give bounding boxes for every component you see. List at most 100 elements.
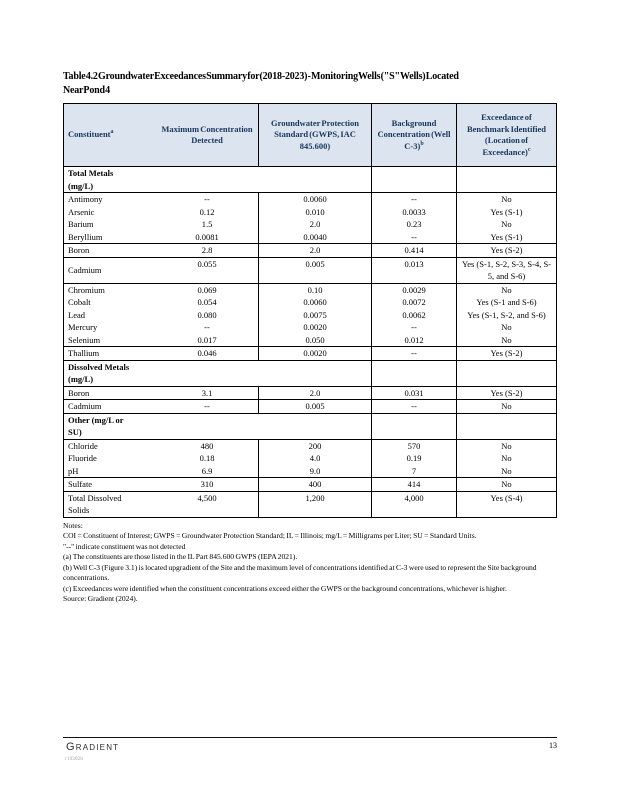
table-row-lead: Lead 0.080 0.0075 0.0062 Yes (S-1, S-2, … (64, 308, 556, 321)
cell-gwps: 0.005 (258, 257, 371, 283)
cell-background: -- (371, 400, 456, 413)
cell-exceedance: No (456, 400, 556, 413)
cell-background: -- (371, 193, 456, 206)
section-row-dissolved-metals: Dissolved Metals (mg/L) (64, 359, 556, 386)
cell-max: 0.0081 (195, 231, 219, 242)
cell-max: 0.080 (197, 309, 217, 320)
cell-background: 0.013 (371, 257, 456, 283)
header-background-label: Background Concentration (Well C-3) (377, 117, 451, 151)
cell-background: 0.0029 (371, 283, 456, 296)
cell-background: -- (371, 347, 456, 360)
cell-background: 7 (371, 464, 456, 477)
cell-gwps: 9.0 (258, 464, 371, 477)
cell-max: 0.054 (197, 297, 217, 307)
cell-constituent: Chromium (68, 284, 105, 295)
cell-max: 0.069 (197, 284, 217, 295)
cell-background: 0.414 (371, 244, 456, 257)
empty-cell (456, 167, 556, 192)
cell-exceedance: Yes (S-2) (456, 244, 556, 257)
note-abbreviations: COI = Constituent of Interest; GWPS = Gr… (63, 531, 477, 540)
cell-exceedance: No (456, 452, 556, 465)
cell-background: 0.0072 (371, 296, 456, 309)
exceedance-summary-table: Constituenta Maximum Concentration Detec… (63, 103, 557, 518)
cell-exceedance: No (456, 464, 556, 477)
cell-exceedance: No (456, 439, 556, 452)
cell-exceedance: Yes (S-2) (456, 386, 556, 399)
cell-exceedance: Yes (S-1, S-2, S-3, S-4, S-5, and S-6) (456, 257, 556, 283)
cell-max: 0.12 (199, 206, 215, 217)
cell-background: 0.012 (371, 333, 456, 346)
cell-max: 0.046 (197, 348, 217, 358)
table-row-boron-dissolved: Boron 3.1 2.0 0.031 Yes (S-2) (64, 385, 556, 399)
cell-background: 0.0062 (371, 308, 456, 321)
table-title-line2: Near Pond 4 (63, 85, 110, 96)
cell-gwps: 0.0040 (258, 230, 371, 243)
section-label: Total Metals (mg/L) (68, 168, 114, 191)
cell-constituent: Beryllium (68, 231, 103, 242)
section-label: Dissolved Metals (mg/L) (68, 361, 130, 385)
cell-gwps: 0.10 (258, 283, 371, 296)
cell-gwps: 2.0 (258, 244, 371, 257)
table-title-line1: Table 4.2 Groundwater Exceedances Summar… (63, 71, 459, 82)
cell-exceedance: No (456, 283, 556, 296)
cell-gwps: 4.0 (258, 452, 371, 465)
table-row-fluoride: Fluoride 0.18 4.0 0.19 No (64, 452, 556, 465)
cell-constituent: pH (68, 465, 79, 476)
cell-constituent: Barium (68, 219, 94, 229)
table-header-row: Constituenta Maximum Concentration Detec… (64, 104, 556, 166)
table-row-sulfate: Sulfate 310 400 414 No (64, 477, 556, 491)
cell-max: 0.18 (199, 453, 215, 463)
cell-gwps: 1,200 (258, 491, 371, 517)
document-id: r10302b (65, 757, 84, 762)
table-row-thallium: Thallium 0.046 0.0020 -- Yes (S-2) (64, 346, 556, 360)
notes-section: Notes: COI = Constituent of Interest; GW… (63, 521, 557, 605)
empty-cell (371, 360, 456, 386)
cell-gwps: 200 (258, 439, 371, 452)
cell-constituent: Total Dissolved Solids (68, 492, 122, 516)
cell-constituent: Sulfate (68, 479, 93, 489)
table-row-cadmium-total: Cadmium 0.055 0.005 0.013 Yes (S-1, S-2,… (64, 256, 556, 283)
cell-background: 0.0033 (371, 205, 456, 218)
cell-max: -- (204, 401, 210, 411)
empty-cell (456, 360, 556, 386)
cell-exceedance: No (456, 333, 556, 346)
cell-max: 0.055 (197, 258, 217, 269)
table-row-cobalt: Cobalt 0.054 0.0060 0.0072 Yes (S-1 and … (64, 296, 556, 309)
cell-max: -- (204, 322, 210, 332)
cell-constituent: Mercury (68, 322, 98, 332)
table-row-barium: Barium 1.5 2.0 0.23 No (64, 218, 556, 231)
header-constituent-label: Constituent (68, 129, 111, 140)
cell-background: 0.23 (371, 218, 456, 231)
cell-background: -- (371, 230, 456, 243)
cell-gwps: 0.0020 (258, 321, 371, 334)
cell-exceedance: Yes (S-1) (456, 230, 556, 243)
cell-max: 480 (200, 440, 214, 451)
gradient-logo: Gradient (66, 741, 120, 753)
table-row-mercury: Mercury -- 0.0020 -- No (64, 321, 556, 334)
cell-background: 414 (371, 478, 456, 491)
empty-cell (371, 167, 456, 192)
cell-gwps: 0.050 (258, 333, 371, 346)
cell-exceedance: Yes (S-1) (456, 205, 556, 218)
page-number: 13 (549, 741, 557, 750)
cell-gwps: 400 (258, 478, 371, 491)
header-constituent-sup: a (110, 129, 114, 136)
empty-cell (371, 413, 456, 439)
cell-gwps: 0.0060 (258, 193, 371, 206)
cell-max: 6.9 (201, 465, 213, 476)
cell-max: 310 (200, 479, 214, 489)
header-exceedance-sup: c (527, 146, 531, 153)
table-row-ph: pH 6.9 9.0 7 No (64, 464, 556, 477)
notes-heading: Notes: (63, 520, 83, 530)
header-background-sup: b (420, 140, 424, 147)
cell-exceedance: Yes (S-1, S-2, and S-6) (456, 308, 556, 321)
cell-constituent: Cadmium (68, 264, 102, 275)
cell-gwps: 0.0060 (258, 296, 371, 309)
table-row-selenium: Selenium 0.017 0.050 0.012 No (64, 333, 556, 346)
note-c: (c) Exceedances were identified when the… (63, 583, 507, 593)
table-row-beryllium: Beryllium 0.0081 0.0040 -- Yes (S-1) (64, 230, 556, 243)
cell-background: 0.031 (371, 386, 456, 399)
table-row-total-dissolved-solids: Total Dissolved Solids 4,500 1,200 4,000… (64, 490, 556, 517)
cell-constituent: Lead (68, 309, 85, 320)
